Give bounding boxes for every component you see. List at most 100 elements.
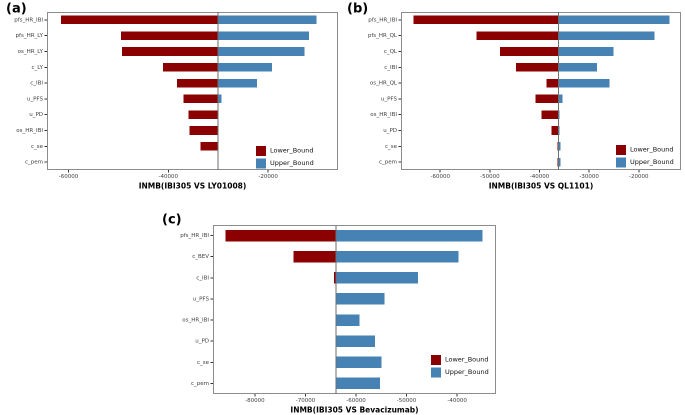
bar-lower-bound: [61, 16, 218, 25]
bar-upper-bound: [558, 16, 669, 25]
panel-c-label: (c): [162, 213, 182, 226]
bar-lower-bound: [163, 63, 218, 72]
bar-lower-bound: [189, 126, 218, 135]
y-axis-tick: [211, 320, 214, 321]
y-axis-tick: [399, 114, 402, 115]
bar-upper-bound: [218, 79, 257, 88]
y-axis-tick: [211, 383, 214, 384]
x-tick-label: -40000: [520, 174, 560, 180]
y-axis-tick: [399, 83, 402, 84]
panel-b-x-axis-title: INMB(IBI305 VS QL1101): [401, 182, 681, 190]
bar-lower-bound: [226, 230, 336, 242]
bar-upper-bound: [336, 293, 385, 305]
panel-b-label: (b): [347, 2, 368, 15]
legend-swatch-lower-bound: [616, 145, 626, 155]
bar-upper-bound: [218, 31, 309, 40]
y-axis-tick: [211, 298, 214, 299]
y-axis-label: u_PD: [147, 338, 209, 345]
y-axis-tick: [399, 162, 402, 163]
y-axis-label: c_IBI: [147, 274, 209, 281]
y-axis-tick: [211, 341, 214, 342]
y-axis-label: c_QL: [335, 48, 397, 55]
bar-lower-bound: [541, 110, 558, 119]
y-axis-label: c_BEV: [147, 253, 209, 260]
bar-lower-bound: [293, 251, 335, 263]
x-tick-label: -60000: [336, 398, 376, 404]
bar-lower-bound: [177, 79, 218, 88]
y-axis-tick: [45, 162, 48, 163]
y-axis-label: c_se: [335, 143, 397, 150]
y-axis-label: c_se: [147, 359, 209, 366]
y-axis-label: os_HR_IBI: [0, 127, 43, 134]
y-axis-label: u_PFS: [0, 95, 43, 102]
y-axis-label: u_PD: [0, 111, 43, 118]
bar-lower-bound: [188, 110, 218, 119]
y-axis-label: pfs_HR_QL: [335, 32, 397, 39]
y-axis-label: c_pem: [335, 159, 397, 166]
y-axis-tick: [399, 19, 402, 20]
baseline-line: [335, 225, 336, 394]
x-tick-label: -50000: [387, 398, 427, 404]
bar-lower-bound: [500, 47, 559, 56]
x-tick-label: -20000: [248, 174, 288, 180]
bar-upper-bound: [218, 47, 304, 56]
y-axis-tick: [211, 277, 214, 278]
y-axis-tick: [399, 67, 402, 68]
x-tick-label: -60000: [48, 174, 88, 180]
y-axis-tick: [399, 130, 402, 131]
y-axis-tick: [45, 35, 48, 36]
bar-upper-bound: [336, 335, 375, 347]
y-axis-tick: [45, 51, 48, 52]
y-axis-label: c_pem: [147, 380, 209, 387]
x-tick-label: -60000: [420, 174, 460, 180]
bar-upper-bound: [558, 47, 613, 56]
legend-swatch-upper-bound: [431, 368, 441, 378]
bar-lower-bound: [516, 63, 558, 72]
bar-upper-bound: [336, 378, 380, 390]
bar-lower-bound: [536, 95, 559, 104]
bar-lower-bound: [183, 95, 218, 104]
x-tick-label: -30000: [569, 174, 609, 180]
legend-label-lower-bound: Lower_Bound: [630, 145, 674, 155]
y-axis-tick: [45, 114, 48, 115]
bar-upper-bound: [558, 31, 654, 40]
x-tick-label: -80000: [235, 398, 275, 404]
legend-swatch-upper-bound: [616, 158, 626, 168]
legend-swatch-upper-bound: [256, 159, 266, 169]
y-axis-label: c_se: [0, 143, 43, 150]
y-axis-tick: [211, 362, 214, 363]
bar-lower-bound: [546, 79, 558, 88]
y-axis-label: c_IBI: [0, 80, 43, 87]
bar-upper-bound: [558, 95, 562, 104]
bar-lower-bound: [413, 16, 558, 25]
y-axis-label: pfs_HR_IBI: [147, 232, 209, 239]
bar-lower-bound: [201, 142, 218, 151]
y-axis-label: os_HR_IBI: [335, 111, 397, 118]
legend-label-upper-bound: Upper_Bound: [445, 368, 489, 378]
legend-label-upper-bound: Upper_Bound: [630, 158, 674, 168]
bar-upper-bound: [218, 63, 272, 72]
y-axis-label: c_LY: [0, 64, 43, 71]
y-axis-tick: [399, 35, 402, 36]
y-axis-label: os_HR_IBI: [147, 317, 209, 324]
bar-upper-bound: [218, 16, 316, 25]
y-axis-label: pfs_HR_LY: [0, 32, 43, 39]
x-tick-label: -40000: [437, 398, 477, 404]
y-axis-tick: [45, 98, 48, 99]
y-axis-tick: [399, 51, 402, 52]
y-axis-tick: [211, 235, 214, 236]
y-axis-label: pfs_HR_IBI: [335, 16, 397, 23]
y-axis-tick: [45, 83, 48, 84]
bar-upper-bound: [558, 79, 609, 88]
x-tick-label: -70000: [285, 398, 325, 404]
legend-swatch-lower-bound: [256, 146, 266, 156]
bar-lower-bound: [476, 31, 558, 40]
x-tick-label: -40000: [148, 174, 188, 180]
y-axis-tick: [45, 67, 48, 68]
bar-lower-bound: [121, 31, 218, 40]
panel-a-x-axis-title: INMB(IBI305 VS LY01008): [47, 182, 338, 190]
y-axis-tick: [211, 256, 214, 257]
y-axis-label: pfs_HR_IBI: [0, 16, 43, 23]
bar-upper-bound: [336, 251, 459, 263]
